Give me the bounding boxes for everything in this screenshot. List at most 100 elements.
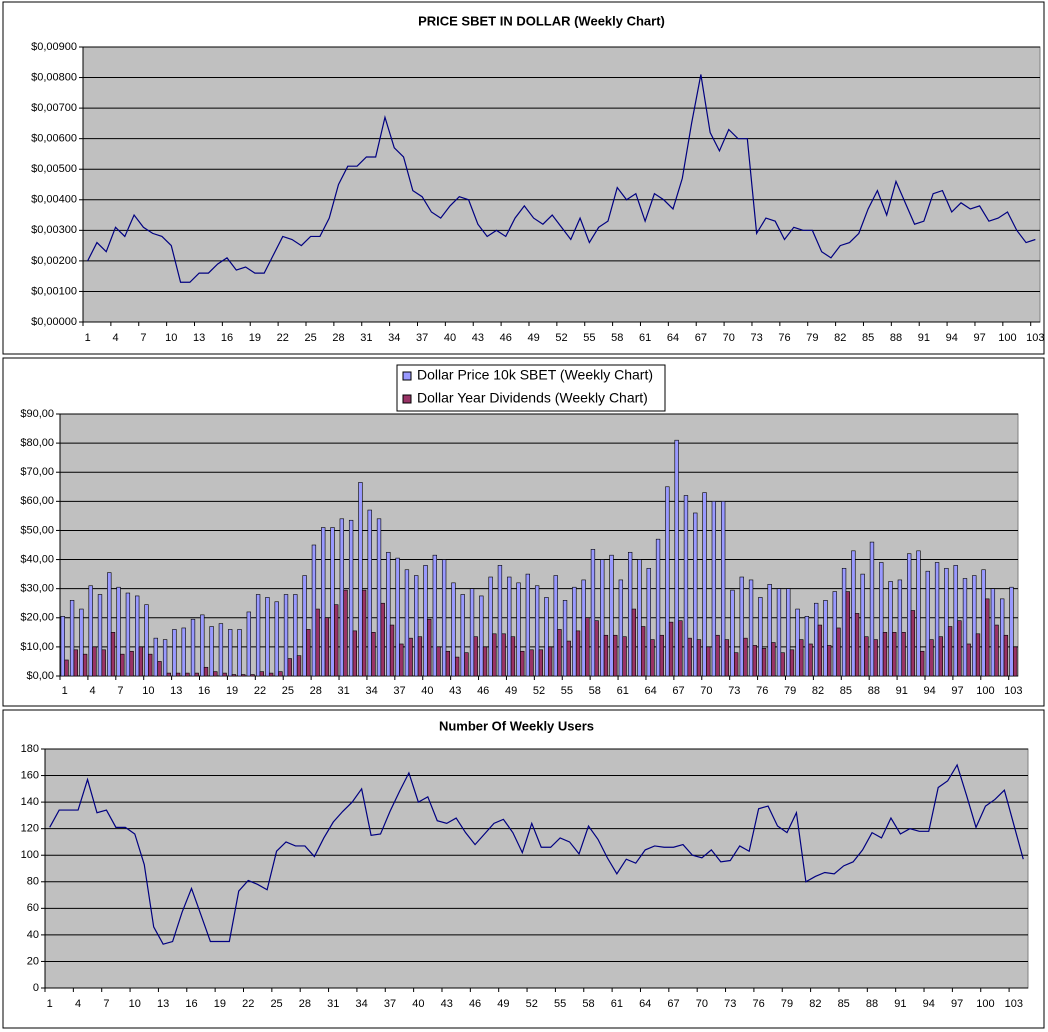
bar — [650, 639, 655, 677]
bar — [371, 632, 376, 677]
bar — [575, 630, 581, 677]
bar — [361, 589, 367, 677]
x-tick-label: 37 — [393, 685, 405, 697]
bar — [231, 674, 237, 677]
bar — [218, 623, 224, 677]
x-tick-label: 94 — [946, 332, 958, 344]
bar — [380, 602, 385, 677]
x-tick-label: 28 — [332, 332, 344, 344]
bar — [414, 575, 419, 677]
x-tick-label: 85 — [840, 685, 852, 697]
bar — [417, 636, 423, 677]
bar — [817, 624, 823, 677]
bar — [804, 616, 810, 677]
bar — [135, 595, 140, 677]
bar — [799, 639, 804, 677]
x-tick-label: 43 — [472, 332, 484, 344]
y-tick-label: 60 — [27, 902, 39, 914]
legend-label: Dollar Year Dividends (Weekly Chart) — [417, 390, 648, 406]
bar — [678, 620, 683, 677]
bar — [851, 550, 856, 677]
bar — [860, 573, 865, 677]
bar — [386, 551, 391, 677]
bar — [516, 582, 521, 677]
x-tick-label: 67 — [672, 685, 684, 697]
chart-title: PRICE SBET IN DOLLAR (Weekly Chart) — [418, 13, 665, 28]
x-tick-label: 67 — [667, 998, 679, 1010]
x-tick-label: 103 — [1004, 685, 1022, 697]
bar — [594, 620, 599, 677]
bar — [641, 626, 646, 677]
bar — [646, 567, 651, 677]
bar — [938, 636, 943, 677]
bar — [748, 579, 754, 677]
bar — [724, 639, 730, 677]
y-tick-label: $0,00800 — [31, 71, 77, 83]
x-tick-label: 70 — [696, 998, 708, 1010]
x-tick-label: 73 — [728, 685, 740, 697]
bar — [287, 658, 292, 677]
bar — [752, 645, 757, 677]
bar — [324, 617, 330, 677]
x-tick-label: 85 — [838, 998, 850, 1010]
x-tick-label: 97 — [951, 998, 963, 1010]
bar — [780, 652, 785, 677]
bar — [441, 559, 447, 677]
x-tick-label: 91 — [894, 998, 906, 1010]
x-tick-label: 34 — [365, 685, 377, 697]
bar — [947, 626, 953, 677]
bar — [557, 629, 562, 677]
x-tick-label: 58 — [589, 685, 601, 697]
bar — [827, 645, 832, 677]
bar — [246, 611, 251, 677]
bar — [888, 581, 893, 677]
x-tick-label: 28 — [310, 685, 322, 697]
bar — [185, 672, 190, 677]
bar — [334, 604, 339, 677]
bar — [548, 646, 553, 677]
bar — [767, 583, 772, 677]
x-tick-label: 58 — [611, 332, 623, 344]
y-tick-label: $20,00 — [20, 612, 54, 624]
y-tick-label: 40 — [27, 929, 39, 941]
x-tick-label: 37 — [384, 998, 396, 1010]
x-tick-label: 46 — [469, 998, 481, 1010]
x-tick-label: 19 — [249, 332, 261, 344]
bar — [274, 601, 279, 677]
bar — [241, 674, 246, 677]
bar — [966, 643, 971, 677]
bar — [873, 639, 878, 677]
bar — [110, 632, 116, 677]
y-tick-label: $90,00 — [20, 408, 54, 420]
bar — [203, 666, 209, 677]
bar — [492, 633, 497, 677]
x-tick-label: 97 — [951, 685, 963, 697]
bar — [460, 594, 465, 677]
bar — [1013, 646, 1018, 677]
x-tick-label: 82 — [834, 332, 846, 344]
x-tick-label: 49 — [497, 998, 509, 1010]
bar — [427, 618, 432, 677]
bar — [622, 636, 627, 677]
x-tick-label: 25 — [270, 998, 282, 1010]
y-tick-label: $0,00200 — [31, 255, 77, 267]
bar — [892, 632, 897, 677]
bar — [200, 614, 205, 677]
bar — [125, 592, 131, 677]
bar — [869, 541, 875, 677]
bar — [553, 575, 558, 677]
bar — [975, 633, 981, 677]
x-tick-label: 103 — [1005, 998, 1023, 1010]
bar — [339, 518, 344, 677]
bar — [934, 562, 940, 677]
bar — [507, 576, 512, 677]
x-tick-label: 76 — [752, 998, 764, 1010]
bar — [423, 565, 428, 677]
y-tick-label: 120 — [21, 823, 39, 835]
bar — [451, 582, 456, 677]
x-tick-label: 100 — [998, 332, 1016, 344]
y-tick-label: $0,00600 — [31, 133, 77, 145]
x-tick-label: 64 — [639, 998, 651, 1010]
bar — [771, 642, 776, 677]
bar — [464, 652, 469, 677]
